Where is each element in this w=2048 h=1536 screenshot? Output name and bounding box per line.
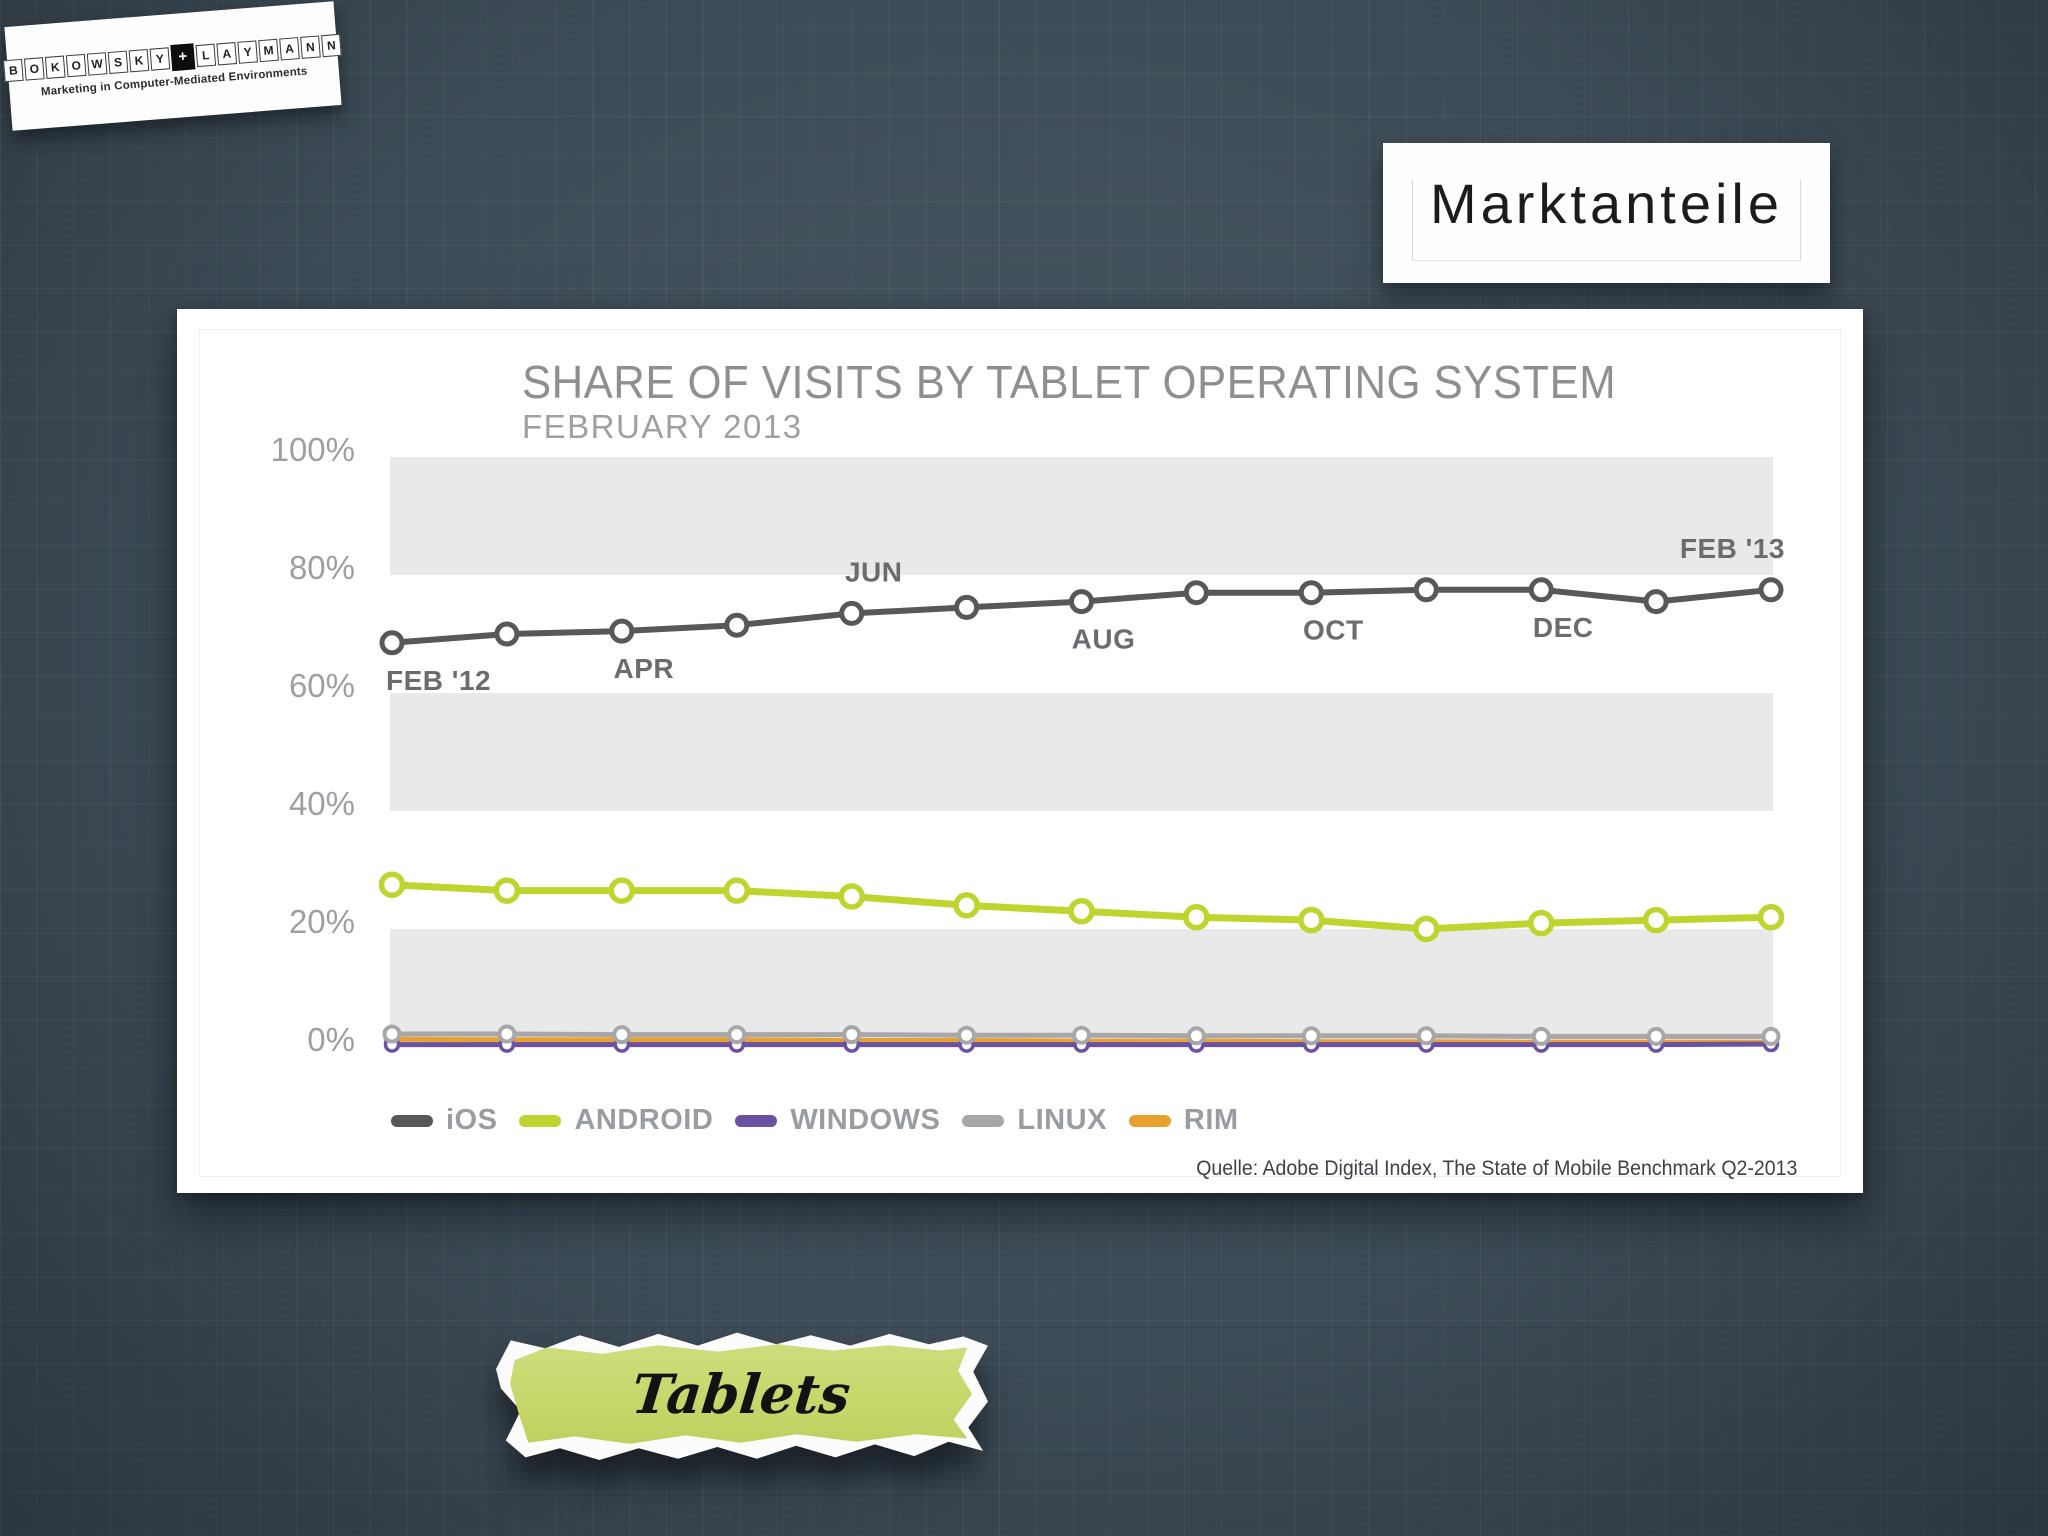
grid-bands bbox=[390, 457, 1773, 1047]
legend-swatch bbox=[391, 1114, 433, 1127]
x-axis-labels: FEB '12 APR JUN AUG OCT DEC FEB '13 bbox=[386, 533, 1785, 696]
logo-letter-box: L bbox=[195, 43, 217, 67]
title-guide-line bbox=[1412, 179, 1413, 261]
svg-text:FEB '12: FEB '12 bbox=[386, 665, 491, 696]
logo-letter-box: A bbox=[279, 36, 300, 61]
svg-text:80%: 80% bbox=[289, 549, 355, 586]
logo-letter-box: K bbox=[128, 48, 150, 72]
legend-item-windows: WINDOWS bbox=[735, 1104, 940, 1137]
svg-text:FEB '13: FEB '13 bbox=[1680, 533, 1785, 564]
legend-label: WINDOWS bbox=[790, 1104, 941, 1136]
logo-letter-box: O bbox=[23, 56, 45, 81]
legend-swatch bbox=[962, 1114, 1005, 1127]
logo-letter-box: Y bbox=[149, 46, 171, 71]
svg-text:100%: 100% bbox=[271, 431, 355, 468]
chart-legend: iOS ANDROID WINDOWS LINUX RIM bbox=[391, 1104, 1239, 1137]
y-axis-labels: 100% 80% 60% 40% 20% 0% bbox=[271, 431, 355, 1058]
logo-letter-box: K bbox=[44, 55, 66, 79]
svg-text:JUN: JUN bbox=[845, 556, 903, 587]
category-label: Tablets bbox=[628, 1362, 854, 1426]
series-markers-LINUX bbox=[382, 1024, 1781, 1046]
legend-item-ios: iOS bbox=[391, 1104, 497, 1137]
svg-text:DEC: DEC bbox=[1533, 612, 1594, 643]
series-markers-iOS bbox=[379, 577, 1784, 656]
legend-item-rim: RIM bbox=[1128, 1104, 1239, 1137]
svg-text:40%: 40% bbox=[289, 785, 355, 822]
chart-card: SHARE OF VISITS BY TABLET OPERATING SYST… bbox=[177, 309, 1863, 1193]
logo-plus-box: + bbox=[170, 42, 196, 71]
svg-text:60%: 60% bbox=[289, 667, 355, 704]
logo-letter-box: M bbox=[258, 38, 279, 62]
torn-paper-face: Tablets bbox=[510, 1344, 972, 1444]
chart-subtitle: FEBRUARY 2013 bbox=[522, 408, 803, 445]
legend-swatch bbox=[735, 1114, 778, 1127]
slide-title: Marktanteile bbox=[1429, 172, 1784, 235]
logo-letter-box: Y bbox=[237, 39, 258, 64]
legend-swatch bbox=[1128, 1114, 1171, 1127]
series-markers-ANDROID bbox=[378, 871, 1785, 943]
legend-label: ANDROID bbox=[574, 1104, 714, 1136]
share-of-visits-line-chart: 100% 80% 60% 40% 20% 0% FEB '12 APR JUN AUG OCT DEC… bbox=[271, 431, 1785, 1058]
svg-text:AUG: AUG bbox=[1072, 624, 1136, 655]
chart-title: SHARE OF VISITS BY TABLET OPERATING SYST… bbox=[522, 356, 1617, 408]
logo-letter-box: N bbox=[321, 33, 342, 57]
logo-letter-box: N bbox=[300, 34, 321, 59]
logo-letter-box: O bbox=[65, 53, 87, 77]
logo-letter-box: W bbox=[86, 51, 108, 76]
svg-text:0%: 0% bbox=[307, 1021, 355, 1058]
title-guide-line bbox=[1800, 179, 1801, 261]
slide-title-box: Marktanteile bbox=[1383, 143, 1830, 283]
legend-item-android: ANDROID bbox=[519, 1104, 713, 1137]
legend-label: LINUX bbox=[1017, 1104, 1107, 1136]
legend-label: RIM bbox=[1183, 1104, 1239, 1136]
logo-letter-box: A bbox=[216, 41, 237, 65]
source-note: Quelle: Adobe Digital Index, The State o… bbox=[1195, 1157, 1797, 1180]
legend-item-linux: LINUX bbox=[962, 1104, 1107, 1137]
legend-label: iOS bbox=[446, 1104, 498, 1136]
svg-text:OCT: OCT bbox=[1303, 615, 1364, 646]
svg-text:APR: APR bbox=[613, 653, 674, 684]
legend-swatch bbox=[519, 1114, 562, 1127]
title-guide-line bbox=[1412, 260, 1801, 261]
svg-text:20%: 20% bbox=[289, 903, 355, 940]
logo-letter-box: B bbox=[2, 58, 24, 82]
category-sticker: Tablets bbox=[496, 1330, 988, 1460]
logo-letter-box: S bbox=[107, 50, 129, 74]
